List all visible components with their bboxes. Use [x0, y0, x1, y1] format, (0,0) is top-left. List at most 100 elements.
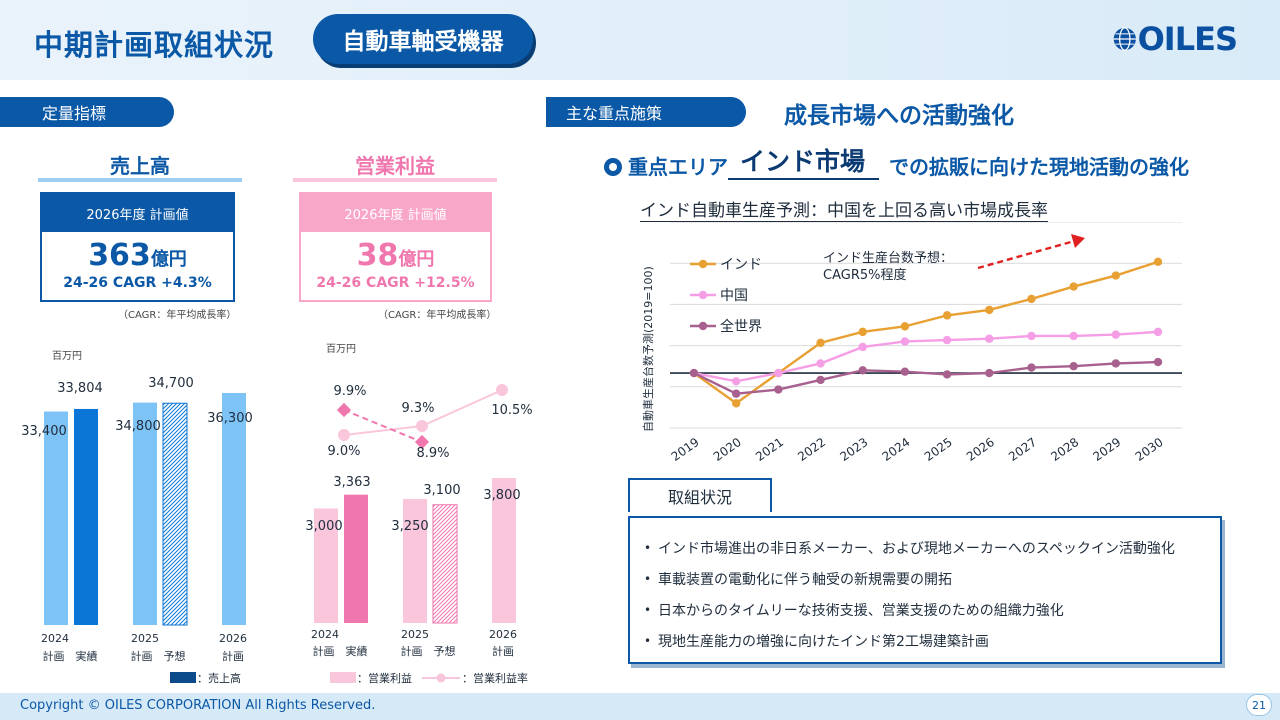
logo-text: OILES [1137, 20, 1238, 58]
series-point [731, 389, 741, 398]
x-tick-label: 2022 [795, 435, 828, 464]
profit-bar-label: 3,250 [391, 519, 428, 534]
profit-x-2024-sub: 計画 実績 [312, 645, 368, 658]
series-point [1153, 257, 1163, 267]
series-point [858, 342, 867, 352]
profit-bar [344, 494, 368, 623]
series-point [774, 368, 783, 378]
profit-x-2026: 2026 [489, 628, 517, 641]
sales-cagr-note: （CAGR：年平均成長率） [118, 310, 237, 321]
sales-underline [38, 178, 242, 182]
bullet-circle-icon [604, 158, 622, 176]
status-bullet-3-text: 日本からのタイムリーな技術支援、営業支援のための組織力強化 [658, 602, 1064, 619]
sales-bar-label: 36,300 [207, 411, 253, 426]
sales-bar-label: 34,700 [148, 376, 194, 391]
series-point [985, 368, 994, 378]
series-line-0 [693, 260, 1159, 405]
profit-bar-label: 3,100 [423, 483, 460, 498]
series-point [816, 359, 825, 368]
legend-label: 中国 [720, 288, 748, 304]
x-tick-label: 2028 [1048, 435, 1081, 464]
profit-value-row: 38億円 [301, 238, 490, 273]
x-tick-label: 2029 [1090, 435, 1123, 464]
profit-unit-label: 百万円 [326, 344, 356, 355]
margin-actual-line [343, 409, 423, 443]
profit-x-2025: 2025 [401, 628, 429, 641]
sales-bar-label: 33,400 [21, 424, 67, 439]
legend-sales-swatch [170, 672, 196, 683]
sales-bar [74, 408, 98, 625]
x-tick-label: 2019 [669, 435, 702, 464]
annotation-line-2: CAGR5%程度 [823, 268, 907, 283]
x-tick-label: 2030 [1133, 435, 1166, 464]
status-bullet-1-text: インド市場進出の非日系メーカー、および現地メーカーへのスペックイン活動強化 [658, 540, 1175, 557]
legend-margin-marker [422, 673, 460, 683]
profit-heading: 営業利益 [355, 154, 435, 178]
focus-area: インド市場 [728, 142, 880, 180]
sales-x-2024: 2024 [41, 632, 69, 645]
profit-plan-label: 2026年度 計画値 [301, 194, 490, 232]
profit-bar [403, 498, 427, 623]
series-point [858, 366, 867, 375]
series-point [1069, 282, 1078, 291]
sales-bar-label: 34,800 [115, 419, 161, 434]
page-title: 中期計画取組状況 [34, 28, 275, 62]
sales-x-2026: 2026 [219, 632, 247, 645]
legend-marker [698, 290, 708, 300]
margin-plan-label: 9.0% [327, 444, 360, 459]
series-point [1111, 271, 1121, 280]
series-point [1027, 331, 1036, 341]
focus-suffix: での拡販に向けた現地活動の強化 [889, 155, 1190, 179]
profit-cagr-note: （CAGR：年平均成長率） [378, 310, 497, 321]
margin-actual-label: 8.9% [416, 446, 449, 461]
profit-bar-label: 3,800 [483, 488, 520, 503]
series-point [900, 367, 910, 376]
category-badge: 自動車軸受機器 [313, 14, 533, 64]
status-bullet-3: • 日本からのタイムリーな技術支援、営業支援のための組織力強化 [644, 594, 1220, 625]
profit-bar-chart: 3,000 3,363 3,250 3,100 3,800 9.0% 9.3% 10.5% 9.… [305, 384, 533, 624]
series-point [1027, 363, 1036, 372]
x-tick-label: 2024 [880, 435, 913, 464]
sales-bar [133, 402, 157, 625]
margin-plan-point [338, 429, 350, 441]
legend-label: 全世界 [720, 318, 762, 335]
margin-plan-label: 10.5% [491, 403, 532, 418]
x-tick-label: 2023 [837, 435, 870, 464]
series-point [900, 337, 910, 346]
x-tick-label: 2021 [753, 435, 786, 464]
profit-underline [293, 178, 497, 182]
legend-profit-swatch [330, 672, 356, 683]
status-bullet-4: • 現地生産能力の増強に向けたインド第2工場建築計画 [644, 625, 1220, 656]
headline: 成長市場への活動強化 [784, 103, 1014, 129]
profit-x-2024: 2024 [311, 628, 339, 641]
measures-tag: 主な重点施策 [546, 97, 746, 127]
legend-marker [698, 259, 708, 269]
series-point [985, 334, 994, 343]
sales-kpi-box: 2026年度 計画値 363億円 24-26 CAGR +4.3% [40, 192, 235, 302]
x-tick-label: 2020 [711, 435, 744, 464]
margin-actual-point [336, 402, 352, 418]
sales-bar [222, 393, 246, 625]
sales-cagr: 24-26 CAGR +4.3% [63, 275, 212, 291]
x-tick-label: 2026 [964, 435, 997, 464]
series-point [816, 375, 825, 385]
profit-cagr: 24-26 CAGR +12.5% [316, 275, 475, 291]
series-point [942, 370, 952, 379]
profit-bar [432, 504, 458, 624]
sales-unit: 億円 [150, 249, 187, 270]
footer-bar [0, 693, 1280, 720]
y-axis-label: 自動車生産台数予測(2019=100) [641, 266, 655, 432]
legend-marker [698, 321, 708, 331]
trend-arrow-head [1071, 234, 1085, 248]
copyright: Copyright © OILES CORPORATION All Rights… [20, 698, 376, 713]
profit-x-2025-sub: 計画 予想 [400, 645, 456, 658]
series-point [1069, 362, 1078, 371]
status-tab: 取組状況 [628, 478, 772, 512]
globe-icon [1113, 27, 1136, 51]
series-point [1153, 357, 1163, 367]
series-point [1111, 359, 1121, 368]
margin-plan-label: 9.3% [401, 401, 434, 416]
india-chart-title: インド自動車生産予測：中国を上回る高い市場成長率 [640, 196, 1048, 222]
company-logo: OILES [1112, 20, 1238, 58]
sales-unit-label: 百万円 [52, 351, 82, 362]
